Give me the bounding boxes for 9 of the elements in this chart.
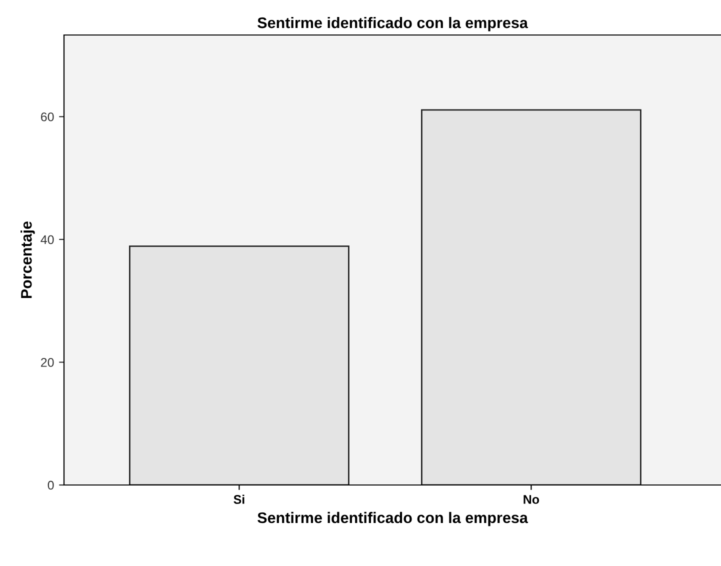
x-tick-label: Si [234, 494, 244, 504]
y-axis-title: Porcentaje [20, 221, 35, 298]
chart-title: Sentirme identificado con la empresa [258, 16, 528, 32]
y-tick-label: 60 [41, 112, 54, 122]
y-tick-label: 40 [40, 235, 54, 244]
y-tick-label: 20 [41, 358, 54, 367]
x-tick-label: No [524, 495, 540, 504]
x-axis-title: Sentirme identificado con la empresa [258, 512, 528, 526]
y-tick-label: 0 [48, 480, 54, 490]
